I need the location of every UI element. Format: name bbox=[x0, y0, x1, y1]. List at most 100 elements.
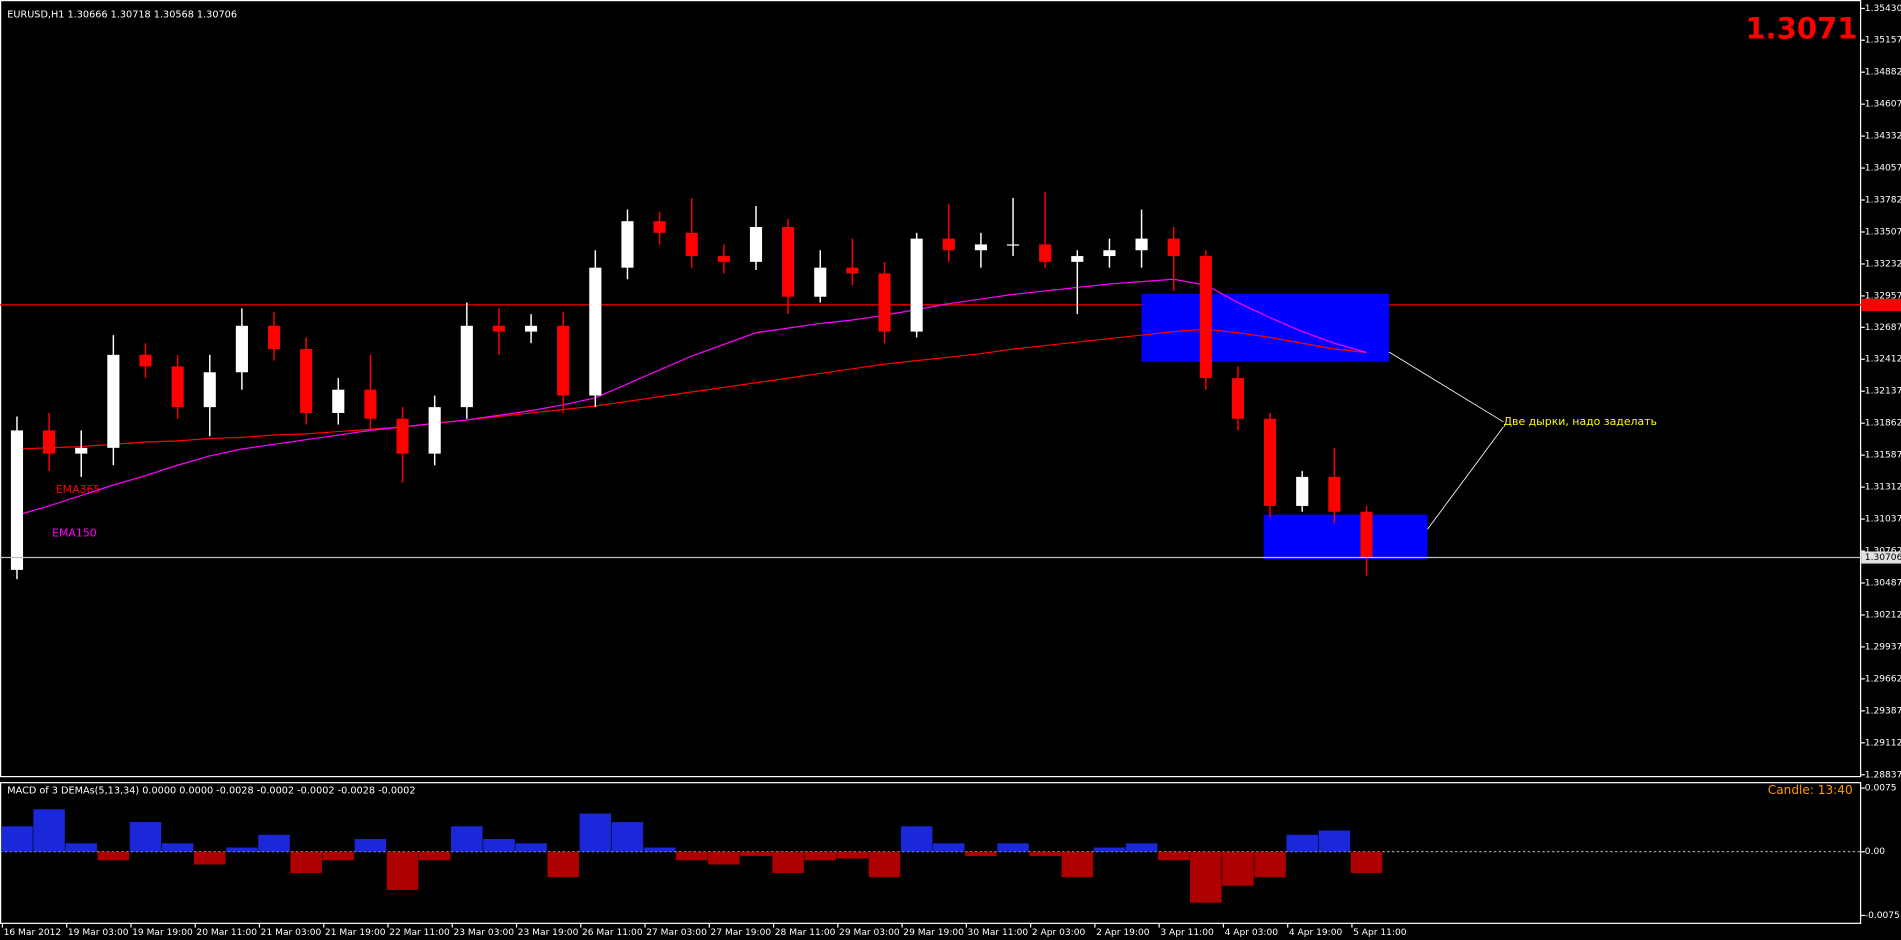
candle-body bbox=[1328, 476, 1341, 512]
macd-frame bbox=[0, 782, 1862, 924]
macd-bar bbox=[1190, 851, 1222, 903]
y-tick-label: 1.33507 bbox=[1865, 227, 1901, 237]
candle-body bbox=[492, 325, 506, 332]
candle-body bbox=[749, 226, 763, 262]
y-tick-label: 1.30212 bbox=[1865, 610, 1901, 620]
y-tick-label: 1.28837 bbox=[1865, 770, 1901, 780]
candle-body bbox=[782, 226, 795, 297]
x-tick-label: 19 Mar 19:00 bbox=[132, 928, 193, 938]
zone bbox=[1263, 514, 1428, 560]
x-tick-label: 21 Mar 03:00 bbox=[261, 928, 322, 938]
x-tick-label: 5 Apr 11:00 bbox=[1353, 928, 1407, 938]
candle-body bbox=[139, 354, 152, 367]
macd-title: MACD of 3 DEMAs(5,13,34) 0.0000 0.0000 -… bbox=[7, 786, 415, 797]
candle-body bbox=[10, 430, 24, 570]
x-tick-label: 3 Apr 11:00 bbox=[1160, 928, 1214, 938]
macd-bar bbox=[354, 839, 387, 852]
macd-bar bbox=[483, 839, 515, 852]
macd-bar bbox=[547, 851, 579, 878]
y-tick-label: 1.30487 bbox=[1865, 578, 1901, 588]
current-price-box bbox=[1861, 551, 1901, 564]
candle-body bbox=[974, 244, 987, 251]
y-tick-label: 1.35157 bbox=[1865, 36, 1901, 46]
candle-body bbox=[525, 325, 538, 332]
macd-bar bbox=[451, 826, 483, 852]
hline-axis-box bbox=[1861, 298, 1901, 311]
candle-body bbox=[1264, 418, 1277, 506]
candle-body bbox=[846, 267, 859, 274]
candle-body bbox=[332, 389, 345, 413]
candle-body bbox=[107, 354, 120, 448]
y-tick-label: 1.32412 bbox=[1865, 355, 1901, 365]
candle-body bbox=[300, 349, 313, 413]
macd-bar bbox=[1125, 843, 1158, 852]
macd-bar bbox=[33, 809, 65, 852]
macd-bar bbox=[836, 851, 869, 859]
macd-bar bbox=[933, 843, 965, 852]
y-tick-label: 0.0075 bbox=[1865, 784, 1897, 794]
macd-bar bbox=[675, 851, 708, 861]
candle-body bbox=[1296, 476, 1309, 506]
y-tick-label: 1.34332 bbox=[1865, 132, 1901, 142]
macd-bar bbox=[579, 813, 612, 852]
candle-body bbox=[267, 325, 281, 350]
candle-body bbox=[171, 366, 184, 408]
y-tick-label: 0.00 bbox=[1865, 847, 1885, 857]
x-tick-label: 4 Apr 19:00 bbox=[1289, 928, 1343, 938]
candle-body bbox=[235, 325, 248, 373]
macd-bar bbox=[997, 843, 1029, 852]
candle-body bbox=[43, 430, 56, 454]
candle-body bbox=[1199, 256, 1212, 379]
x-tick-label: 29 Mar 03:00 bbox=[839, 928, 900, 938]
candle-body bbox=[589, 267, 602, 396]
candle-body bbox=[814, 267, 827, 297]
candle-body bbox=[396, 418, 409, 454]
candle-body bbox=[1360, 511, 1373, 558]
candle-timer: Candle: 13:40 bbox=[1768, 783, 1853, 797]
x-tick-label: 23 Mar 03:00 bbox=[453, 928, 514, 938]
macd-bar bbox=[1254, 851, 1286, 878]
candle-body bbox=[1006, 244, 1020, 246]
macd-bar bbox=[129, 822, 162, 852]
x-tick-label: 26 Mar 11:00 bbox=[582, 928, 643, 938]
candle-body bbox=[75, 447, 88, 454]
macd-bar bbox=[418, 851, 451, 861]
candle-body bbox=[621, 221, 634, 268]
x-tick-label: 23 Mar 19:00 bbox=[518, 928, 579, 938]
x-tick-label: 2 Apr 03:00 bbox=[1032, 928, 1086, 938]
candle-body bbox=[1231, 378, 1245, 419]
y-tick-label: 1.35430 bbox=[1865, 4, 1901, 14]
macd-bar bbox=[1157, 851, 1190, 861]
y-tick-label: 1.32137 bbox=[1865, 387, 1901, 397]
x-tick-label: 4 Apr 03:00 bbox=[1225, 928, 1279, 938]
candle-body bbox=[1039, 244, 1052, 262]
x-tick-label: 22 Mar 11:00 bbox=[389, 928, 450, 938]
leader-line bbox=[1388, 351, 1504, 423]
macd-bar bbox=[708, 851, 740, 865]
y-tick-label: 1.29662 bbox=[1865, 674, 1901, 684]
macd-bar bbox=[772, 851, 804, 873]
candle-body bbox=[557, 325, 570, 396]
chart-title: EURUSD,H1 1.30666 1.30718 1.30568 1.3070… bbox=[7, 10, 237, 21]
macd-bar bbox=[161, 843, 194, 852]
y-tick-label: 1.34882 bbox=[1865, 68, 1901, 78]
legend-label: EMA365 bbox=[56, 483, 101, 496]
y-tick-label: 1.33782 bbox=[1865, 196, 1901, 206]
macd-bar bbox=[740, 851, 772, 857]
candle-body bbox=[685, 232, 698, 257]
candle-body bbox=[1103, 250, 1116, 257]
x-tick-label: 19 Mar 03:00 bbox=[68, 928, 129, 938]
price-display: 1.3071 bbox=[1745, 11, 1857, 45]
y-tick-label: 1.34057 bbox=[1865, 164, 1901, 174]
macd-bar bbox=[258, 834, 290, 852]
macd-bar bbox=[804, 851, 837, 861]
candle-body bbox=[717, 256, 730, 262]
candle-body bbox=[203, 372, 216, 408]
macd-bar bbox=[965, 851, 997, 857]
macd-bar bbox=[1350, 851, 1383, 873]
candle-body bbox=[1071, 256, 1084, 262]
x-tick-label: 20 Mar 11:00 bbox=[196, 928, 257, 938]
